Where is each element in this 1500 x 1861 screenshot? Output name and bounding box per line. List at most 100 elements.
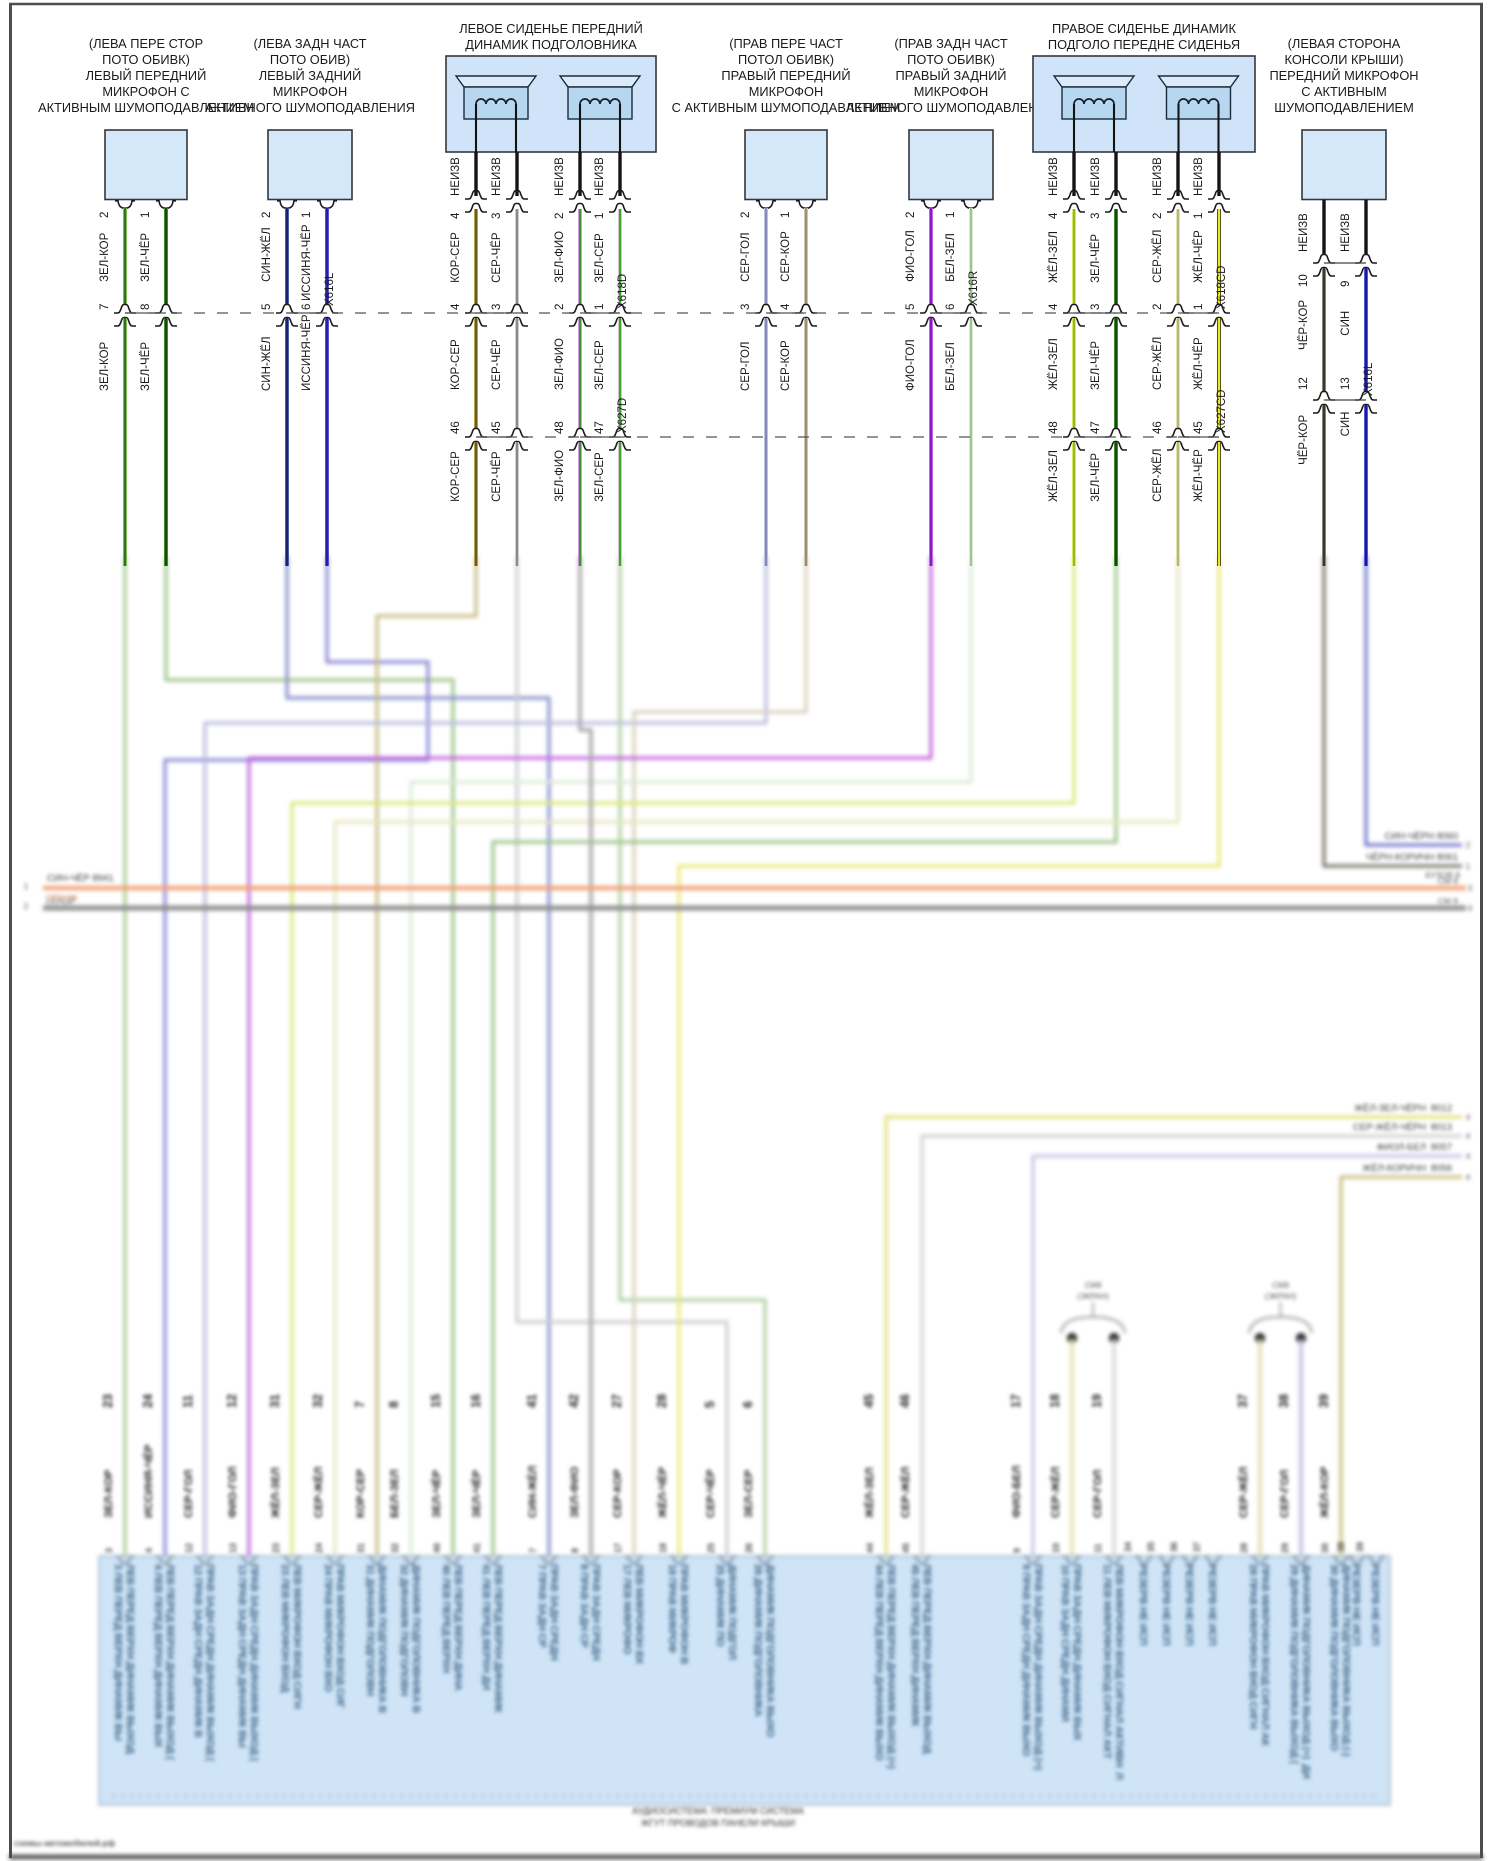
svg-text:ЖГУТ ПРОВОДОВ ПАНЕЛИ КРЫШИ: ЖГУТ ПРОВОДОВ ПАНЕЛИ КРЫШИ [641, 1818, 795, 1828]
svg-text:ЖЁЛ-ЗЕЛ: ЖЁЛ-ЗЕЛ [1048, 450, 1060, 502]
svg-text:ДИНАМИК ПОДГОЛОВНИКА ВЫХОД (-): ДИНАМИК ПОДГОЛОВНИКА ВЫХОД (-) [1340, 1564, 1352, 1759]
svg-text:ПРАВ ЗАДН СРЕДН ДИНАМИК ВЫХ: ПРАВ ЗАДН СРЕДН ДИНАМИК ВЫХ [1071, 1564, 1083, 1741]
svg-text:3: 3 [104, 1548, 114, 1553]
svg-text:47: 47 [1090, 421, 1102, 434]
svg-text:ЛЕВ ПЕРЕД ВЕРХН ДИНАМИК ВЫХОД: ЛЕВ ПЕРЕД ВЕРХН ДИНАМИК ВЫХОД ( [164, 1564, 176, 1760]
svg-text:НЕИЗВ: НЕИЗВ [1152, 157, 1164, 196]
svg-text:ПОТО ОБИВ): ПОТО ОБИВ) [270, 52, 350, 67]
svg-text:48: 48 [554, 421, 566, 434]
svg-text:БЕЛ-ЗЕЛ: БЕЛ-ЗЕЛ [945, 233, 957, 282]
svg-text:ЧЁР-КОР: ЧЁР-КОР [1298, 300, 1310, 350]
svg-text:1: 1 [1466, 862, 1471, 871]
svg-text:3: 3 [1090, 213, 1102, 219]
svg-text:РЕЗЕРВ НЕ ИСП: РЕЗЕРВ НЕ ИСП [1350, 1564, 1362, 1651]
svg-text:ЛЕВ ПЕРЕД ВЕРХН ДИНАМИК ВЫХОД: ЛЕВ ПЕРЕД ВЕРХН ДИНАМИК ВЫХОД (+) [885, 1564, 897, 1771]
svg-text:ЖЁЛ-КОРИЧН 8056: ЖЁЛ-КОРИЧН 8056 [1362, 1163, 1452, 1174]
svg-text:25: 25 [706, 1543, 716, 1553]
svg-text:11 ЛЕВ МИКРОФОН ВХОД СИГНАЛ АК: 11 ЛЕВ МИКРОФОН ВХОД СИГНАЛ АКТ [1101, 1564, 1113, 1760]
svg-text:АКТИВНОГО ШУМОПОДАВЛЕНИЯ: АКТИВНОГО ШУМОПОДАВЛЕНИЯ [205, 100, 415, 115]
svg-text:26: 26 [744, 1543, 754, 1553]
svg-text:32 ДИНАМИК ПОДГОЛОВН: 32 ДИНАМИК ПОДГОЛОВН [398, 1564, 410, 1696]
svg-text:38: 38 [1336, 1542, 1346, 1552]
svg-text:23: 23 [101, 1394, 115, 1408]
svg-text:ЛЕВЫЙ ПЕРЕДНИЙ: ЛЕВЫЙ ПЕРЕДНИЙ [86, 68, 207, 83]
svg-text:СЕР-ЧЁР: СЕР-ЧЁР [491, 232, 503, 283]
svg-text:2: 2 [1152, 213, 1164, 219]
svg-text:X627CD: X627CD [1216, 390, 1228, 433]
svg-text:ПОТОЛ ОБИВК): ПОТОЛ ОБИВК) [738, 52, 834, 67]
svg-text:ЗЕЛ-КОР: ЗЕЛ-КОР [99, 341, 111, 391]
svg-text:СЕР-ГОЛ: СЕР-ГОЛ [183, 1470, 195, 1518]
svg-text:35: 35 [1146, 1542, 1156, 1552]
svg-text:X616R: X616R [968, 271, 980, 306]
svg-text:ДИНАМИК ПОДГОЛОВНИКА ВЫХО: ДИНАМИК ПОДГОЛОВНИКА ВЫХО [764, 1564, 776, 1737]
svg-text:КОР-СЕР: КОР-СЕР [355, 1469, 367, 1518]
svg-text:СЕР-ЧЁР: СЕР-ЧЁР [704, 1469, 717, 1518]
svg-text:28 ПРАВ МИКРОФОН ВХОД СИГН: 28 ПРАВ МИКРОФОН ВХОД СИГН [1247, 1564, 1259, 1729]
svg-text:12: 12 [1298, 377, 1310, 390]
svg-text:ЧЁР-КОР: ЧЁР-КОР [1298, 415, 1310, 465]
svg-text:ЖЁЛ-ЧЁР: ЖЁЛ-ЧЁР [656, 1467, 669, 1519]
svg-text:ЗЕЛ-КОР: ЗЕЛ-КОР [99, 232, 111, 282]
svg-text:СИН-ЧЁР 8941: СИН-ЧЁР 8941 [47, 873, 114, 884]
svg-text:2: 2 [261, 212, 273, 218]
svg-text:СЕР-ЖЁЛ: СЕР-ЖЁЛ [1049, 1467, 1062, 1518]
svg-text:ЛЕВ МИКРОФОН ВХОД СИГНАЛ АКТИВ: ЛЕВ МИКРОФОН ВХОД СИГНАЛ АКТИВН Л [1113, 1564, 1125, 1780]
svg-text:2: 2 [905, 212, 917, 218]
svg-text:16: 16 [469, 1394, 483, 1408]
svg-text:НЕИЗВ: НЕИЗВ [1048, 157, 1060, 196]
svg-text:ПРАВЫЙ ПЕРЕДНИЙ: ПРАВЫЙ ПЕРЕДНИЙ [721, 68, 850, 83]
svg-text:29 ДИНАМИК ПОДГОЛОВНИКА ВЫХОД: 29 ДИНАМИК ПОДГОЛОВНИКА ВЫХОД ( [1288, 1564, 1300, 1764]
svg-text:ЗЕЛ-ФИО: ЗЕЛ-ФИО [569, 1466, 581, 1518]
svg-text:40 ЛЕВ ПЕРЕД ВЕРХН: 40 ЛЕВ ПЕРЕД ВЕРХН [440, 1564, 452, 1673]
svg-text:МИКРОФОН: МИКРОФОН [749, 84, 823, 99]
svg-text:(ЭКРАН): (ЭКРАН) [1077, 1292, 1109, 1301]
svg-text:45: 45 [862, 1394, 876, 1408]
svg-text:ЛЕВ ПЕРЕД ВЕРХН ДИНАМИК ВЫХОД: ЛЕВ ПЕРЕД ВЕРХН ДИНАМИК ВЫХОД [921, 1564, 933, 1755]
svg-text:29: 29 [1280, 1543, 1290, 1553]
svg-text:(ЛЕВА ПЕРЕ СТОР: (ЛЕВА ПЕРЕ СТОР [89, 36, 203, 51]
svg-text:СМ 8: СМ 8 [1438, 876, 1458, 886]
svg-text:17 ЛЕВ МИКРОФО: 17 ЛЕВ МИКРОФО [621, 1564, 633, 1654]
svg-text:42: 42 [567, 1394, 581, 1408]
svg-text:40: 40 [432, 1543, 442, 1553]
svg-text:РЕЗЕРВ НЕ ИСП: РЕЗЕРВ НЕ ИСП [1160, 1564, 1172, 1651]
svg-text:ИССИНЯ-ЧЁР: ИССИНЯ-ЧЁР [301, 314, 313, 391]
svg-text:9: 9 [1012, 1548, 1022, 1553]
svg-text:19: 19 [1090, 1394, 1104, 1408]
svg-text:23 ЛЕВ МИКРОФОН ВХОД: 23 ЛЕВ МИКРОФОН ВХОД [279, 1564, 291, 1693]
svg-text:8: 8 [140, 304, 152, 310]
svg-text:4: 4 [780, 303, 792, 310]
svg-text:24: 24 [141, 1394, 155, 1408]
svg-text:СЕРЫЙ: СЕРЫЙ [46, 898, 73, 907]
svg-text:ЗЕЛ-СЕР: ЗЕЛ-СЕР [594, 233, 606, 283]
svg-text:ЖЁЛ-ЗЕЛ: ЖЁЛ-ЗЕЛ [863, 1467, 876, 1519]
svg-text:3: 3 [1090, 304, 1102, 310]
svg-text:ЗЕЛ-ЧЁР: ЗЕЛ-ЧЁР [430, 1470, 443, 1518]
svg-text:27: 27 [610, 1394, 624, 1408]
svg-text:31 ДИНАМИК ПОДГОЛОВН: 31 ДИНАМИК ПОДГОЛОВН [364, 1564, 376, 1696]
svg-text:30 ДИНАМИК ПОДГОЛОВНИКА ВЫХО: 30 ДИНАМИК ПОДГОЛОВНИКА ВЫХО [1328, 1564, 1340, 1751]
svg-text:ЗЕЛ-СЕР: ЗЕЛ-СЕР [594, 340, 606, 390]
svg-text:СЕР-ГОЛ: СЕР-ГОЛ [740, 342, 752, 391]
svg-text:24 ПРАВ МИКРОФОН ВХО: 24 ПРАВ МИКРОФОН ВХО [322, 1564, 334, 1692]
svg-text:2: 2 [554, 213, 566, 219]
svg-text:СЕР-ЖЁЛ: СЕР-ЖЁЛ [1152, 230, 1164, 283]
svg-text:(ПРАВ ПЕРЕ ЧАСТ: (ПРАВ ПЕРЕ ЧАСТ [729, 36, 843, 51]
svg-text:ЧЁРН-КОРИЧН 8061: ЧЁРН-КОРИЧН 8061 [1366, 852, 1458, 863]
svg-text:ЗЕЛ-ЧЁР: ЗЕЛ-ЧЁР [140, 342, 152, 391]
svg-text:схемы-автомобилей.рф: схемы-автомобилей.рф [14, 1838, 116, 1848]
svg-text:1: 1 [945, 212, 957, 218]
svg-text:СМ8: СМ8 [1085, 1281, 1102, 1290]
svg-text:11: 11 [181, 1395, 195, 1408]
svg-text:12: 12 [225, 1394, 239, 1408]
svg-text:МИКРОФОН: МИКРОФОН [273, 84, 347, 99]
svg-text:ФИОЛ-БЕЛ 8057: ФИОЛ-БЕЛ 8057 [1377, 1142, 1452, 1153]
svg-text:1: 1 [1193, 213, 1205, 219]
svg-text:НЕИЗВ: НЕИЗВ [1193, 157, 1205, 196]
svg-text:17: 17 [1009, 1394, 1023, 1408]
svg-text:X627D: X627D [617, 398, 629, 433]
svg-text:48: 48 [1048, 421, 1060, 434]
svg-text:5: 5 [261, 304, 273, 310]
svg-text:ЗЕЛ-ЧЁР: ЗЕЛ-ЧЁР [470, 1470, 483, 1518]
